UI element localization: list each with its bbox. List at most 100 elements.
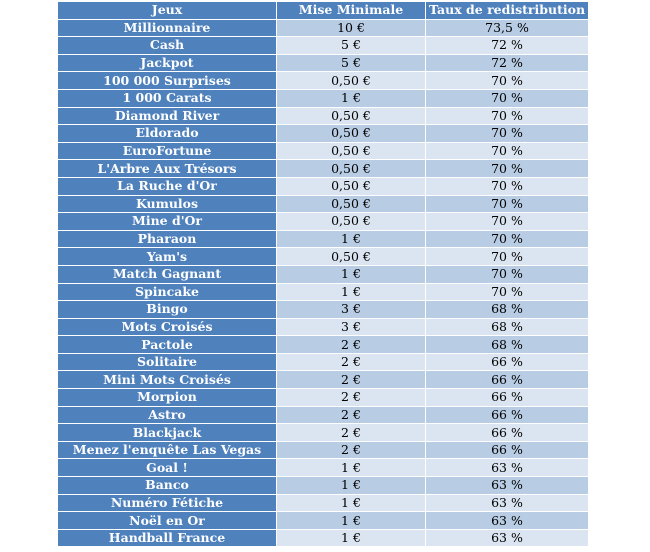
- cell-taux-redistribution: 70 %: [425, 212, 589, 231]
- cell-taux-redistribution: 68 %: [425, 317, 589, 337]
- cell-taux-redistribution: 70 %: [425, 176, 589, 196]
- cell-mise-minimale: 5 €: [276, 53, 426, 73]
- cell-taux-redistribution: 72 %: [425, 36, 589, 55]
- table-row: Menez l'enquête Las Vegas 2 €66 %: [57, 440, 589, 460]
- cell-taux-redistribution: 73,5 %: [425, 18, 589, 38]
- table-row: EuroFortune 0,50 €70 %: [57, 141, 589, 161]
- table-row: Millionnaire 10 €73,5 %: [57, 18, 589, 38]
- cell-game-name: Diamond River: [57, 106, 277, 126]
- cell-mise-minimale: 1 €: [276, 493, 426, 513]
- cell-mise-minimale: 2 €: [276, 370, 426, 390]
- cell-mise-minimale: 1 €: [276, 476, 426, 495]
- cell-game-name: Banco: [57, 476, 277, 495]
- table-body: Millionnaire 10 €73,5 % Cash 5 €72 % Jackpot…: [57, 18, 589, 548]
- cell-mise-minimale: 2 €: [276, 440, 426, 460]
- cell-taux-redistribution: 63 %: [425, 528, 589, 548]
- games-table-container: Jeux Mise Minimale Taux de redistributio…: [57, 1, 589, 548]
- cell-game-name: Pharaon: [57, 229, 277, 249]
- cell-mise-minimale: 2 €: [276, 405, 426, 425]
- table-row: Cash 5 €72 %: [57, 36, 589, 55]
- cell-taux-redistribution: 66 %: [425, 423, 589, 442]
- table-row: L'Arbre Aux Trésors 0,50 €70 %: [57, 159, 589, 178]
- cell-game-name: Bingo: [57, 300, 277, 319]
- cell-mise-minimale: 3 €: [276, 300, 426, 319]
- cell-game-name: Millionnaire: [57, 18, 277, 38]
- table-row: Pharaon 1 €70 %: [57, 229, 589, 249]
- table-row: 1 000 Carats 1 €70 %: [57, 88, 589, 108]
- table-row: Banco 1 €63 %: [57, 476, 589, 495]
- table-row: Numéro Fétiche 1 €63 %: [57, 493, 589, 513]
- cell-game-name: Pactole: [57, 335, 277, 354]
- cell-game-name: Morpion: [57, 388, 277, 407]
- table-row: Eldorado 0,50 €70 %: [57, 124, 589, 143]
- table-row: Jackpot 5 €72 %: [57, 53, 589, 73]
- cell-mise-minimale: 10 €: [276, 18, 426, 38]
- cell-mise-minimale: 1 €: [276, 264, 426, 284]
- cell-game-name: Eldorado: [57, 124, 277, 143]
- table-header: Jeux Mise Minimale Taux de redistributio…: [57, 1, 589, 20]
- cell-taux-redistribution: 70 %: [425, 106, 589, 126]
- cell-game-name: Mine d'Or: [57, 212, 277, 231]
- cell-taux-redistribution: 66 %: [425, 405, 589, 425]
- cell-mise-minimale: 0,50 €: [276, 124, 426, 143]
- cell-mise-minimale: 1 €: [276, 282, 426, 302]
- cell-mise-minimale: 0,50 €: [276, 141, 426, 161]
- cell-taux-redistribution: 66 %: [425, 370, 589, 390]
- cell-game-name: Noël en Or: [57, 511, 277, 530]
- table-row: Mots Croisés 3 €68 %: [57, 317, 589, 337]
- table-row: Diamond River 0,50 €70 %: [57, 106, 589, 126]
- cell-mise-minimale: 2 €: [276, 423, 426, 442]
- header-mise-minimale: Mise Minimale: [276, 1, 426, 20]
- cell-game-name: Cash: [57, 36, 277, 55]
- table-row: Goal ! 1 €63 %: [57, 458, 589, 478]
- table-row: 100 000 Surprises 0,50 €70 %: [57, 71, 589, 90]
- cell-mise-minimale: 0,50 €: [276, 212, 426, 231]
- table-row: Spincake 1 €70 %: [57, 282, 589, 302]
- cell-taux-redistribution: 66 %: [425, 440, 589, 460]
- cell-game-name: Handball France: [57, 528, 277, 548]
- cell-taux-redistribution: 70 %: [425, 124, 589, 143]
- cell-taux-redistribution: 70 %: [425, 247, 589, 266]
- cell-mise-minimale: 1 €: [276, 528, 426, 548]
- cell-taux-redistribution: 70 %: [425, 194, 589, 214]
- table-row: La Ruche d'Or 0,50 €70 %: [57, 176, 589, 196]
- cell-game-name: Menez l'enquête Las Vegas: [57, 440, 277, 460]
- cell-game-name: 1 000 Carats: [57, 88, 277, 108]
- cell-mise-minimale: 0,50 €: [276, 247, 426, 266]
- cell-game-name: EuroFortune: [57, 141, 277, 161]
- table-row: Morpion 2 €66 %: [57, 388, 589, 407]
- cell-game-name: L'Arbre Aux Trésors: [57, 159, 277, 178]
- header-jeux: Jeux: [57, 1, 277, 20]
- cell-taux-redistribution: 63 %: [425, 493, 589, 513]
- cell-taux-redistribution: 63 %: [425, 458, 589, 478]
- cell-mise-minimale: 3 €: [276, 317, 426, 337]
- cell-taux-redistribution: 66 %: [425, 388, 589, 407]
- table-row: Astro 2 €66 %: [57, 405, 589, 425]
- cell-mise-minimale: 1 €: [276, 458, 426, 478]
- cell-mise-minimale: 2 €: [276, 352, 426, 372]
- cell-mise-minimale: 1 €: [276, 88, 426, 108]
- cell-mise-minimale: 2 €: [276, 335, 426, 354]
- cell-mise-minimale: 5 €: [276, 36, 426, 55]
- cell-mise-minimale: 1 €: [276, 229, 426, 249]
- cell-game-name: Mots Croisés: [57, 317, 277, 337]
- table-row: Noël en Or 1 €63 %: [57, 511, 589, 530]
- cell-mise-minimale: 1 €: [276, 511, 426, 530]
- cell-taux-redistribution: 70 %: [425, 264, 589, 284]
- cell-game-name: Solitaire: [57, 352, 277, 372]
- header-row: Jeux Mise Minimale Taux de redistributio…: [57, 1, 589, 20]
- cell-mise-minimale: 2 €: [276, 388, 426, 407]
- cell-game-name: Goal !: [57, 458, 277, 478]
- cell-taux-redistribution: 70 %: [425, 282, 589, 302]
- cell-taux-redistribution: 68 %: [425, 300, 589, 319]
- table-row: Handball France 1 €63 %: [57, 528, 589, 548]
- cell-taux-redistribution: 70 %: [425, 229, 589, 249]
- cell-mise-minimale: 0,50 €: [276, 194, 426, 214]
- cell-taux-redistribution: 63 %: [425, 511, 589, 530]
- cell-taux-redistribution: 70 %: [425, 159, 589, 178]
- table-row: Yam's 0,50 €70 %: [57, 247, 589, 266]
- cell-taux-redistribution: 66 %: [425, 352, 589, 372]
- cell-mise-minimale: 0,50 €: [276, 176, 426, 196]
- table-row: Bingo 3 €68 %: [57, 300, 589, 319]
- cell-mise-minimale: 0,50 €: [276, 159, 426, 178]
